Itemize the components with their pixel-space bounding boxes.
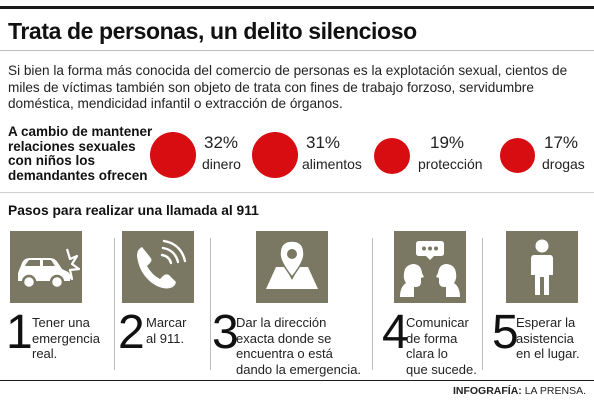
intro-line: doméstica, mendicidad infantil o extracc… — [8, 96, 343, 111]
person-icon — [506, 231, 578, 303]
page-title: Trata de personas, un delito silencioso — [8, 18, 417, 44]
credit-source: LA PRENSA. — [524, 385, 586, 397]
step-number: 1 — [6, 306, 33, 359]
stat-percent: 31% — [306, 133, 341, 152]
step-divider — [114, 238, 115, 370]
footer-divider — [0, 380, 594, 381]
step-number: 4 — [382, 306, 409, 359]
step-number: 3 — [212, 306, 239, 359]
steps-title: Pasos para realizar una llamada al 911 — [8, 203, 259, 218]
step-3: 3 Dar la dirección exacta donde se encue… — [212, 231, 376, 381]
map-pin-icon — [256, 231, 328, 303]
intro-line: miles de víctimas también son objeto de … — [8, 79, 534, 95]
section-divider — [0, 192, 594, 193]
stat-percent: 19% — [430, 133, 465, 152]
stat-label: dinero — [202, 156, 241, 172]
stat-percent: 17% — [544, 133, 579, 152]
title-divider — [0, 50, 594, 51]
step-line: que sucede. — [406, 361, 477, 377]
step-divider — [482, 238, 483, 370]
stats-heading-line: demandantes ofrecen — [8, 167, 148, 183]
stat-alimentos: 31% alimentos — [252, 130, 372, 180]
step-line: Comunicar — [406, 315, 469, 330]
step-2: 2 Marcar al 911. — [118, 231, 212, 381]
step-line: clara lo — [406, 346, 448, 361]
step-line: asistencia — [516, 330, 574, 346]
stat-dot — [374, 138, 410, 174]
conversation-icon — [394, 231, 466, 303]
car-crash-icon — [10, 231, 82, 303]
step-line: Tener una — [32, 315, 90, 330]
step-line: en el lugar. — [516, 346, 580, 361]
intro-paragraph: Si bien la forma más conocida del comerc… — [8, 63, 588, 113]
step-line: de forma — [406, 330, 458, 346]
step-description: Marcar al 911. — [146, 315, 186, 346]
step-description: Dar la dirección exacta donde se encuent… — [236, 315, 361, 377]
step-divider — [210, 238, 211, 370]
stats-heading: A cambio de mantener relaciones sexuales… — [8, 124, 158, 183]
phone-icon — [122, 231, 194, 303]
stat-proteccion: 19% protección — [374, 130, 496, 180]
step-number: 5 — [492, 306, 519, 359]
step-line: Marcar — [146, 315, 187, 330]
stat-dinero: 32% dinero — [150, 130, 250, 180]
step-description: Comunicar de forma clara lo que sucede. — [406, 315, 477, 377]
stat-label: protección — [418, 156, 483, 172]
stats-heading-line: con niños los — [8, 153, 96, 168]
step-description: Esperar la asistencia en el lugar. — [516, 315, 580, 362]
stat-dot — [150, 132, 196, 178]
step-1: 1 Tener una emergencia real. — [6, 231, 110, 381]
title-bar: Trata de personas, un delito silencioso — [0, 6, 594, 50]
step-line: emergencia — [32, 330, 100, 346]
credit-label: INFOGRAFÍA: — [452, 385, 522, 397]
step-5: 5 Esperar la asistencia en el lugar. — [492, 231, 592, 381]
stat-label: alimentos — [302, 156, 362, 172]
step-description: Tener una emergencia real. — [32, 315, 100, 362]
stat-percent: 32% — [204, 133, 239, 152]
stat-dot — [252, 132, 298, 178]
stats-heading-line: relaciones sexuales — [8, 138, 136, 154]
step-line: encuentra o está — [236, 346, 333, 361]
step-line: real. — [32, 346, 58, 361]
stat-dot — [500, 138, 535, 173]
step-line: Esperar la — [516, 315, 576, 330]
step-line: Dar la dirección — [236, 315, 327, 330]
step-line: al 911. — [146, 330, 185, 346]
step-divider — [372, 238, 373, 370]
step-number: 2 — [118, 306, 145, 359]
stat-label: drogas — [542, 156, 585, 172]
step-line: dando la emergencia. — [236, 361, 362, 377]
step-line: exacta donde se — [236, 330, 332, 346]
credit-line: INFOGRAFÍA: LA PRENSA. — [453, 385, 586, 397]
stat-drogas: 17% drogas — [500, 130, 590, 180]
intro-line: Si bien la forma más conocida del comerc… — [8, 63, 568, 78]
step-4: 4 Comunicar de forma clara lo que sucede… — [382, 231, 486, 381]
stats-heading-line: A cambio de mantener — [8, 124, 153, 139]
